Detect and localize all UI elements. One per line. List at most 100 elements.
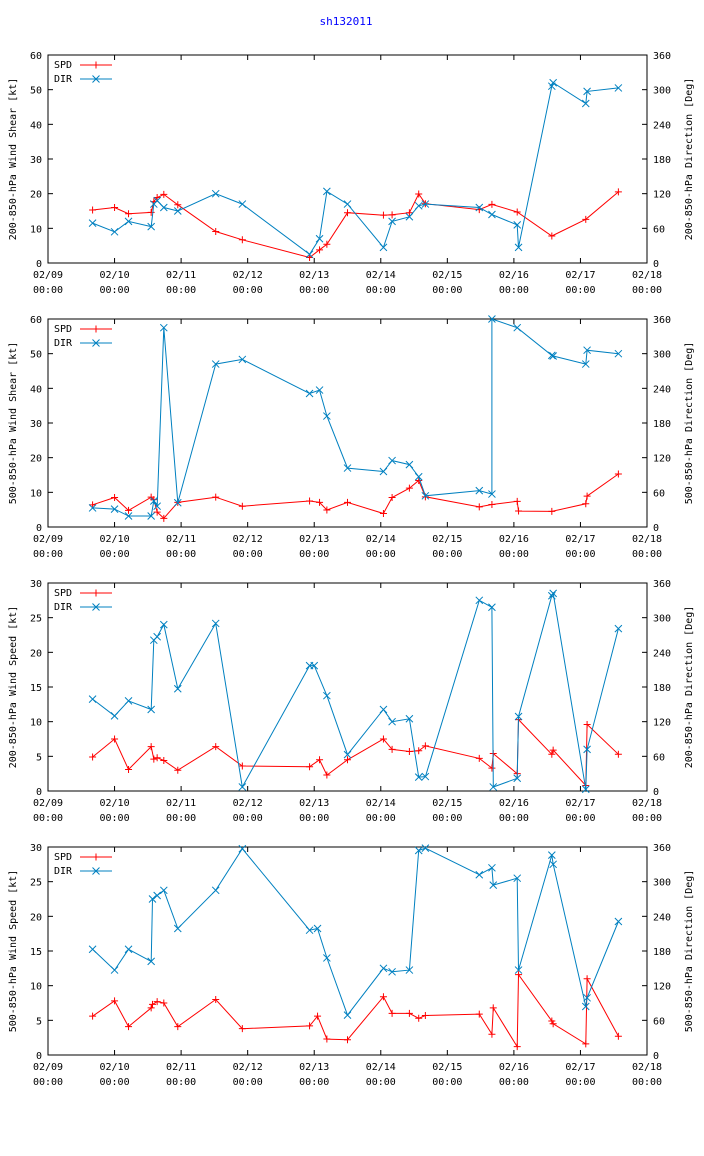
x-tick-date: 02/15 — [432, 1062, 462, 1073]
x-tick-time: 00:00 — [366, 285, 396, 296]
spd-point — [238, 762, 246, 770]
spd-point — [513, 497, 521, 505]
spd-point — [614, 188, 622, 196]
x-tick-date: 02/18 — [632, 534, 662, 545]
spd-point — [150, 755, 158, 763]
spd-point — [614, 750, 622, 758]
spd-point — [316, 756, 324, 764]
x-tick-date: 02/17 — [565, 1062, 595, 1073]
x-tick-date: 02/16 — [499, 270, 529, 281]
spd-point — [160, 999, 168, 1007]
spd-point — [344, 498, 351, 506]
y2-tick-label: 360 — [653, 843, 671, 854]
x-tick-date: 02/13 — [299, 534, 329, 545]
chart-panel-1: 0 10 20 30 40 50 60 0 60 120 180 240 300 360 02/09 00:0… — [8, 51, 695, 296]
x-tick-time: 00:00 — [33, 1077, 63, 1088]
dir-point — [388, 217, 396, 226]
spd-point — [306, 253, 314, 261]
dir-point — [343, 200, 352, 208]
y2-tick-label: 60 — [653, 224, 665, 235]
x-tick-date: 02/12 — [233, 534, 263, 545]
x-tick-date: 02/16 — [499, 534, 529, 545]
x-tick-date: 02/14 — [366, 534, 396, 545]
dir-point — [124, 512, 133, 520]
dir-point — [614, 917, 623, 926]
spd-point — [488, 764, 496, 772]
spd-point — [388, 211, 396, 219]
dir-point — [124, 945, 133, 954]
spd-series-line — [92, 191, 619, 259]
dir-point — [173, 924, 182, 933]
y2-tick-label: 360 — [653, 579, 671, 590]
y2-axis-label: 500-850-hPa Direction [Deg] — [684, 342, 695, 505]
spd-point — [614, 1032, 622, 1040]
spd-point — [111, 735, 119, 743]
dir-point — [489, 783, 498, 791]
dir-point — [547, 591, 556, 600]
x-tick-date: 02/10 — [100, 798, 130, 809]
dir-point — [513, 874, 522, 883]
spd-point — [344, 209, 351, 217]
dir-point — [147, 705, 156, 714]
dir-point — [547, 851, 556, 859]
legend-dir-label: DIR — [54, 338, 73, 349]
legend-spd-label: SPD — [54, 324, 72, 335]
legend-spd-label: SPD — [54, 588, 72, 599]
dir-point — [88, 219, 97, 227]
spd-point — [153, 998, 161, 1006]
x-tick-date: 02/17 — [565, 534, 595, 545]
x-tick-time: 00:00 — [565, 285, 595, 296]
y-tick-label: 10 — [30, 224, 42, 235]
y2-axis-label: 200-850-hPa Direction [Deg] — [684, 78, 695, 241]
spd-point — [583, 492, 591, 500]
y-tick-label: 20 — [30, 190, 42, 201]
y-tick-label: 0 — [36, 523, 42, 534]
dir-point — [547, 351, 556, 360]
legend-dir-label: DIR — [54, 866, 73, 877]
dir-point — [149, 497, 158, 505]
x-tick-time: 00:00 — [565, 1077, 595, 1088]
dir-point — [549, 352, 558, 360]
dir-point — [110, 966, 119, 974]
dir-point — [514, 712, 523, 721]
spd-point — [421, 742, 429, 750]
dir-point — [475, 486, 484, 495]
legend-spd-marker — [92, 61, 100, 69]
dir-point — [159, 620, 168, 629]
spd-point — [388, 745, 396, 753]
spd-point — [212, 996, 220, 1004]
x-tick-date: 02/17 — [565, 270, 595, 281]
spd-point — [316, 498, 324, 506]
x-tick-date: 02/13 — [299, 798, 329, 809]
spd-point — [548, 507, 556, 515]
dir-point — [488, 315, 496, 323]
y-tick-label: 25 — [30, 878, 42, 889]
spd-point — [147, 1004, 155, 1012]
chart-panel-3: 05101520253006012018024030036002/0900:00… — [8, 579, 695, 824]
y-tick-label: 60 — [30, 51, 42, 62]
spd-point — [513, 208, 521, 216]
legend-dir-marker — [92, 339, 100, 347]
x-tick-time: 00:00 — [33, 285, 63, 296]
spd-point — [475, 754, 483, 762]
x-tick-time: 00:00 — [166, 813, 196, 824]
dir-point — [581, 1002, 590, 1011]
y-axis-label: 200-850-hPa Wind Speed [kt] — [8, 606, 19, 769]
spd-point — [548, 750, 556, 758]
x-tick-time: 00:00 — [432, 1077, 462, 1088]
y2-tick-label: 60 — [653, 752, 665, 763]
x-tick-date: 02/09 — [33, 798, 63, 809]
spd-point — [238, 236, 246, 244]
dir-series-line — [92, 81, 619, 256]
y-tick-label: 15 — [30, 947, 42, 958]
dir-point — [323, 187, 331, 196]
x-tick-time: 00:00 — [632, 285, 662, 296]
legend-spd-label: SPD — [54, 852, 72, 863]
dir-point — [153, 196, 162, 205]
x-tick-time: 00:00 — [100, 285, 130, 296]
y2-tick-label: 0 — [653, 259, 659, 270]
chart-panel-4: 05101520253006012018024030036002/0900:00… — [8, 843, 695, 1088]
y-tick-label: 25 — [30, 614, 42, 625]
spd-point — [89, 501, 97, 509]
spd-point — [125, 766, 133, 774]
